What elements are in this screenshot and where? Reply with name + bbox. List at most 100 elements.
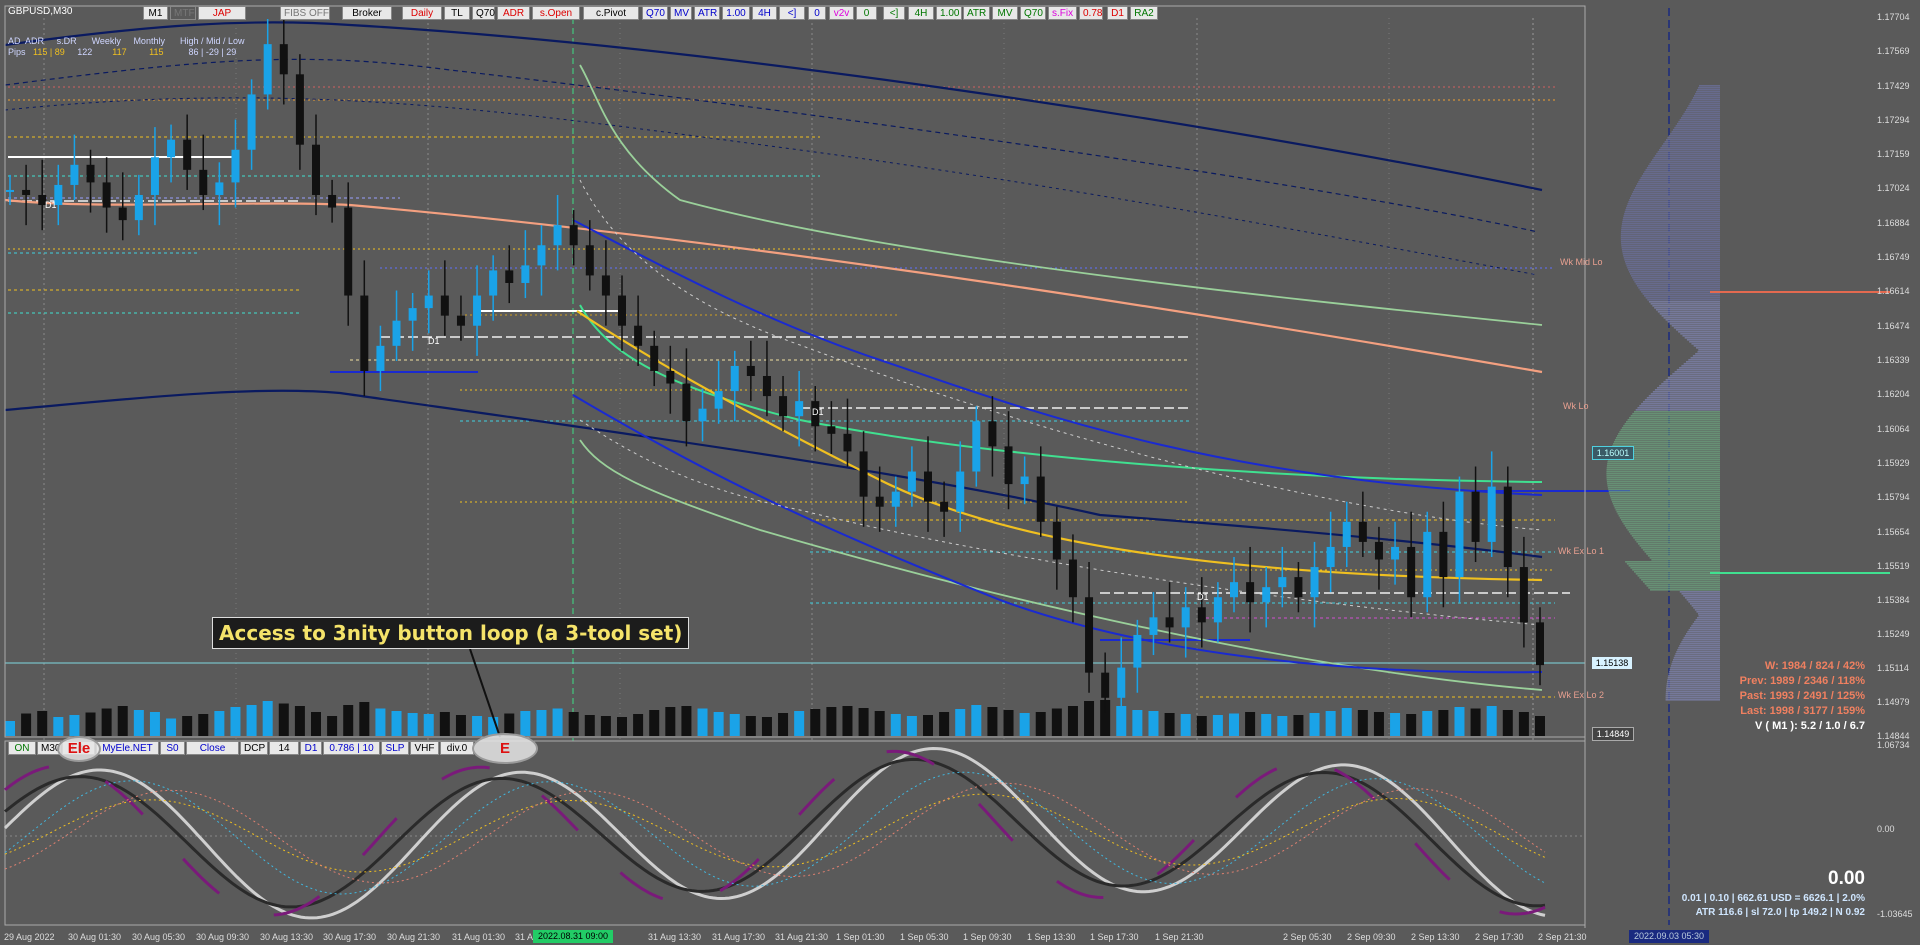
toolbar-button-q70[interactable]: Q70 — [642, 6, 668, 20]
price-tick-label: 1.16884 — [1877, 218, 1910, 229]
indicator-button-myele-net[interactable]: MyEle.NET — [96, 741, 159, 755]
toolbar-button-atr[interactable]: ATR — [963, 6, 990, 20]
indicator-button-0-786-10[interactable]: 0.786 | 10 — [323, 741, 380, 755]
profile-bar — [1659, 313, 1720, 315]
profile-bar — [1621, 245, 1720, 247]
profile-bar — [1681, 593, 1720, 595]
profile-bar — [1666, 683, 1720, 685]
toolbar-button-fibs-off[interactable]: FIBS OFF — [280, 6, 330, 20]
profile-bar — [1627, 529, 1720, 531]
toolbar-button--[interactable]: <] — [883, 6, 905, 20]
indicator-button-vhf[interactable]: VHF — [410, 741, 439, 755]
toolbar-button-mv[interactable]: MV — [992, 6, 1018, 20]
profile-bar — [1626, 527, 1720, 529]
indicator-button-s0[interactable]: S0 — [160, 741, 185, 755]
profile-bar — [1687, 631, 1720, 633]
toolbar-button-0[interactable]: 0 — [856, 6, 877, 20]
toolbar-button-c-pivot[interactable]: c.Pivot — [583, 6, 639, 20]
time-tick-label: 31 Aug 13:30 — [648, 932, 702, 942]
indicator-button-on[interactable]: ON — [8, 741, 36, 755]
profile-bar — [1688, 601, 1720, 603]
profile-bar — [1690, 357, 1720, 359]
profile-bar — [1634, 539, 1720, 541]
price-tick-label: 1.15794 — [1877, 492, 1910, 503]
profile-bar — [1606, 479, 1720, 481]
profile-bar — [1623, 217, 1720, 219]
indicator-button-14[interactable]: 14 — [269, 741, 299, 755]
toolbar-button-tl[interactable]: TL — [444, 6, 470, 20]
profile-bar — [1623, 425, 1720, 427]
profile-bar — [1679, 367, 1720, 369]
toolbar-button-v2v[interactable]: v2v — [829, 6, 854, 20]
profile-bar — [1696, 611, 1720, 613]
e-button[interactable]: E — [472, 733, 538, 764]
profile-bar — [1609, 451, 1720, 453]
price-tick-label: 1.17024 — [1877, 182, 1910, 193]
profile-bar — [1685, 109, 1720, 111]
candle-body — [408, 308, 417, 321]
volume-bar — [246, 705, 257, 736]
indicator-button-slp[interactable]: SLP — [381, 741, 409, 755]
toolbar-button-q70[interactable]: Q70 — [472, 6, 495, 20]
profile-bar — [1629, 417, 1720, 419]
toolbar-button-m1[interactable]: M1 — [143, 6, 168, 20]
profile-bar — [1650, 303, 1720, 305]
toolbar-button-4h[interactable]: 4H — [908, 6, 934, 20]
volume-bar — [85, 712, 96, 736]
volume-bar — [1390, 713, 1401, 736]
toolbar-button-atr[interactable]: ATR — [694, 6, 720, 20]
candle-body — [279, 44, 288, 75]
volume-bar — [1406, 714, 1417, 736]
toolbar-button--[interactable]: <] — [779, 6, 805, 20]
indicator-button-d1[interactable]: D1 — [300, 741, 322, 755]
toolbar-button-4h[interactable]: 4H — [752, 6, 777, 20]
toolbar-button-0-78[interactable]: 0.78 — [1079, 6, 1103, 20]
profile-bar — [1665, 379, 1720, 381]
profile-bar — [1684, 111, 1720, 113]
candle-body — [859, 451, 868, 497]
candle-body — [1036, 476, 1045, 522]
profile-bar — [1621, 249, 1720, 251]
profile-bar — [1670, 667, 1720, 669]
toolbar-button-broker[interactable]: Broker — [342, 6, 392, 20]
candle-body — [6, 189, 14, 192]
toolbar-button-mtf[interactable]: MTF — [170, 6, 196, 20]
toolbar-button-ra2[interactable]: RA2 — [1130, 6, 1158, 20]
toolbar-button-0[interactable]: 0 — [808, 6, 826, 20]
candle-body — [1278, 577, 1287, 588]
toolbar-button-1-00[interactable]: 1.00 — [722, 6, 750, 20]
stats-header: AD — [8, 36, 21, 46]
volume-bar — [1341, 708, 1352, 736]
time-tick-label: 1 Sep 13:30 — [1027, 932, 1076, 942]
profile-bar — [1644, 399, 1720, 401]
price-tick-label: 1.16339 — [1877, 355, 1910, 366]
profile-bar — [1627, 203, 1720, 205]
volume-bar — [1518, 712, 1529, 736]
indicator-button-close[interactable]: Close — [186, 741, 239, 755]
toolbar-button-q70[interactable]: Q70 — [1020, 6, 1046, 20]
volume-bar — [1100, 700, 1111, 736]
toolbar-button-adr[interactable]: ADR — [497, 6, 530, 20]
volume-bar — [826, 707, 837, 736]
candle-body — [1391, 546, 1400, 560]
toolbar-button-jap[interactable]: JAP — [198, 6, 246, 20]
profile-bar — [1607, 463, 1720, 465]
info-line: Past: 1993 / 2491 / 125% — [1739, 690, 1865, 702]
toolbar-button-mv[interactable]: MV — [670, 6, 692, 20]
indicator-button-div-0[interactable]: div.0 — [440, 741, 474, 755]
toolbar-button-s-fix[interactable]: s.Fix — [1048, 6, 1077, 20]
ele-button[interactable]: Ele — [57, 736, 101, 762]
price-tick-label: 1.16064 — [1877, 424, 1910, 435]
time-tick-label: 2 Sep 09:30 — [1347, 932, 1396, 942]
toolbar-button-d1[interactable]: D1 — [1107, 6, 1128, 20]
toolbar-button-daily[interactable]: Daily — [402, 6, 442, 20]
volume-bar — [1438, 710, 1449, 736]
profile-bar — [1638, 287, 1720, 289]
profile-bar — [1654, 389, 1720, 391]
profile-bar — [1637, 575, 1720, 577]
toolbar-button-1-00[interactable]: 1.00 — [936, 6, 962, 20]
toolbar-button-s-open[interactable]: s.Open — [532, 6, 580, 20]
profile-bar — [1628, 201, 1720, 203]
indicator-button-dcp[interactable]: DCP — [240, 741, 268, 755]
volume-bar — [1084, 701, 1095, 736]
